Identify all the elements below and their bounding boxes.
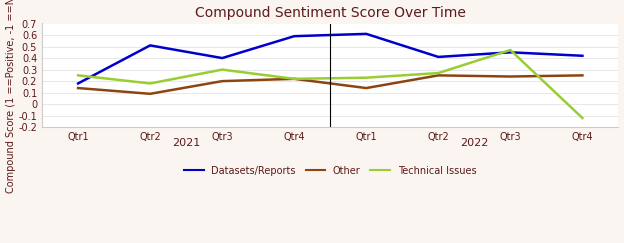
Text: 2022: 2022	[460, 138, 489, 148]
Title: Compound Sentiment Score Over Time: Compound Sentiment Score Over Time	[195, 6, 466, 19]
Legend: Datasets/Reports, Other, Technical Issues: Datasets/Reports, Other, Technical Issue…	[180, 162, 480, 179]
Y-axis label: Compound Score (1 ==Positive, -1 ==Negative): Compound Score (1 ==Positive, -1 ==Negat…	[6, 0, 16, 193]
Text: 2021: 2021	[172, 138, 200, 148]
